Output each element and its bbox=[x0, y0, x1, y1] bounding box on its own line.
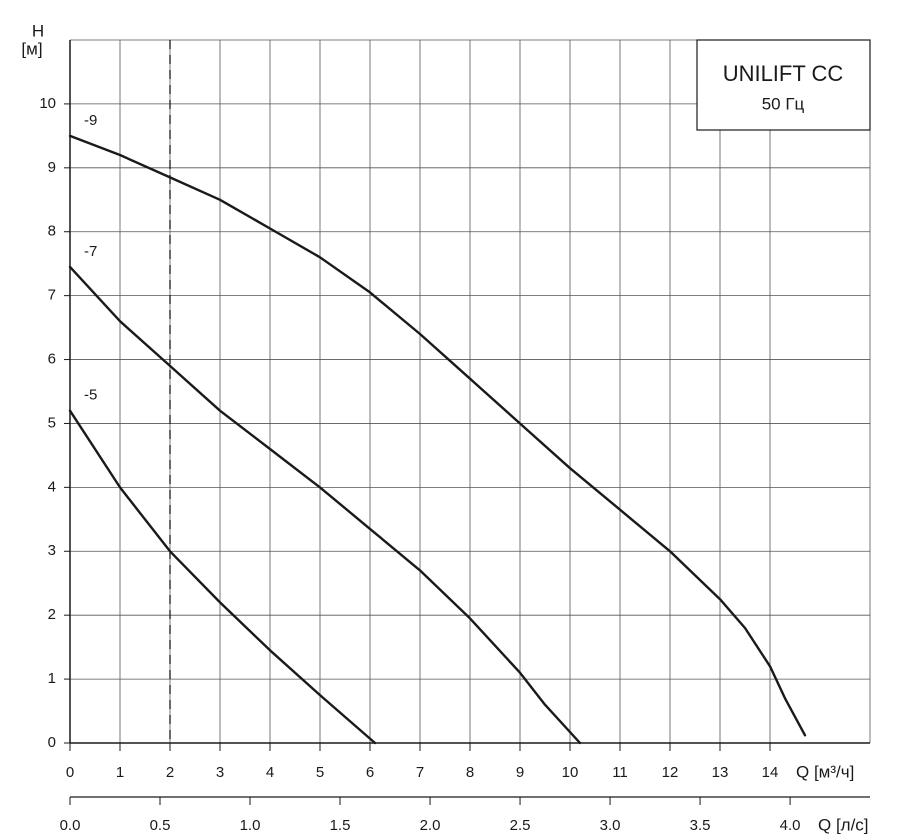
x-tick-label: 5 bbox=[316, 764, 324, 781]
x-tick-label: 10 bbox=[562, 764, 579, 781]
box-subtitle: 50 Гц bbox=[762, 94, 805, 113]
x2-tick-label: 1.5 bbox=[330, 817, 351, 834]
y-tick-label: 4 bbox=[48, 478, 56, 495]
x2-tick-label: 2.0 bbox=[420, 817, 441, 834]
x2-label: Q [л/с] bbox=[818, 815, 869, 834]
series-label: -7 bbox=[84, 243, 97, 260]
x-tick-label: 6 bbox=[366, 764, 374, 781]
x2-tick-label: 1.0 bbox=[240, 817, 261, 834]
y-unit: [м] bbox=[21, 39, 42, 58]
x-label: Q [м³/ч] bbox=[796, 762, 854, 781]
y-tick-label: 8 bbox=[48, 223, 56, 240]
x-tick-label: 3 bbox=[216, 764, 224, 781]
x-tick-label: 9 bbox=[516, 764, 524, 781]
y-tick-label: 3 bbox=[48, 542, 56, 559]
x-tick-label: 8 bbox=[466, 764, 474, 781]
x2-tick-label: 3.5 bbox=[690, 817, 711, 834]
y-tick-label: 2 bbox=[48, 606, 56, 623]
y-tick-label: 6 bbox=[48, 351, 56, 368]
x2-tick-label: 0.5 bbox=[150, 817, 171, 834]
x2-tick-label: 4.0 bbox=[780, 817, 801, 834]
x-tick-label: 11 bbox=[612, 764, 628, 781]
series-label: -5 bbox=[84, 387, 97, 404]
y-tick-label: 5 bbox=[48, 414, 56, 431]
legend-box bbox=[696, 39, 871, 131]
x-tick-label: 14 bbox=[762, 764, 779, 781]
x-tick-label: 7 bbox=[416, 764, 424, 781]
y-tick-label: 0 bbox=[48, 734, 56, 751]
y-tick-label: 1 bbox=[48, 670, 56, 687]
x-tick-label: 0 bbox=[66, 764, 74, 781]
x-tick-label: 4 bbox=[266, 764, 274, 781]
x2-tick-label: 0.0 bbox=[60, 817, 81, 834]
pump-curve bbox=[68, 265, 582, 745]
y-tick-label: 7 bbox=[48, 287, 56, 304]
x-tick-label: 12 bbox=[662, 764, 679, 781]
x-tick-label: 13 bbox=[712, 764, 729, 781]
y-label: H bbox=[32, 21, 44, 40]
x2-tick-label: 2.5 bbox=[510, 817, 531, 834]
pump-curve bbox=[68, 409, 377, 745]
pump-curve bbox=[68, 134, 807, 737]
x2-tick-label: 3.0 bbox=[600, 817, 621, 834]
x-tick-label: 1 bbox=[116, 764, 124, 781]
x-tick-label: 2 bbox=[166, 764, 174, 781]
box-title: UNILIFT CC bbox=[723, 61, 844, 86]
series-label: -9 bbox=[84, 112, 97, 129]
y-tick-label: 9 bbox=[48, 159, 56, 176]
y-tick-label: 10 bbox=[39, 95, 56, 112]
